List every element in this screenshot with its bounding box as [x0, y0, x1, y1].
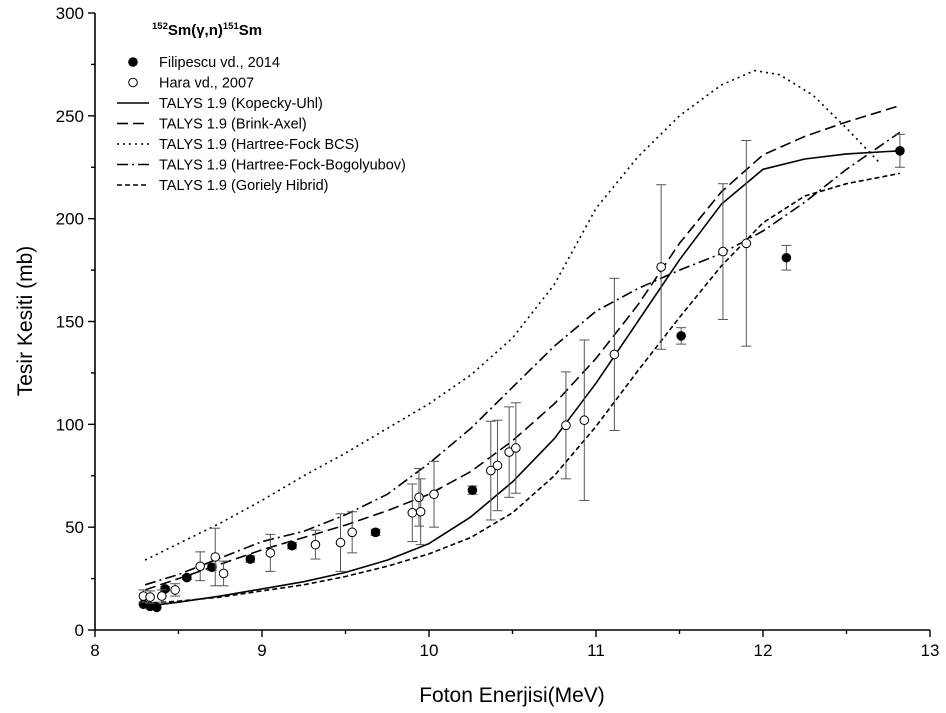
legend-entry: TALYS 1.9 (Brink-Axel): [117, 117, 307, 133]
hara-point: [145, 592, 155, 602]
hara-point: [218, 568, 229, 579]
hara-point: [347, 527, 357, 538]
legend-label: TALYS 1.9 (Kopecky-Uhl): [159, 96, 323, 112]
hara-point: [609, 349, 620, 360]
y-tick-label: 100: [56, 415, 84, 434]
legend-label: TALYS 1.9 (Brink-Axel): [159, 117, 307, 133]
model-curves: [144, 69, 901, 608]
series-line: [144, 69, 881, 561]
x-tick-label: 12: [754, 641, 773, 660]
filipescu-point: [207, 562, 217, 573]
x-tick-label: 10: [420, 641, 439, 660]
x-tick-label: 8: [90, 641, 99, 660]
legend: Filipescu vd., 2014 Hara vd., 2007 TALYS 1…: [117, 55, 406, 194]
legend-entry: TALYS 1.9 (Goriely Hibrid): [117, 178, 328, 194]
axes: 8 9 10 11 12 13 0 50 100 150 200 250 300: [56, 4, 940, 660]
filipescu-point: [182, 572, 192, 583]
hara-point: [429, 489, 439, 500]
legend-entry: Hara vd., 2007: [128, 76, 254, 92]
legend-label: Filipescu vd., 2014: [159, 55, 280, 71]
legend-entry: Filipescu vd., 2014: [128, 55, 280, 71]
hara-point: [656, 262, 666, 272]
reaction-title-text: Sm(γ,n): [168, 22, 223, 39]
legend-entry: TALYS 1.9 (Hartree-Fock-Bogolyubov): [117, 158, 406, 174]
hara-point: [511, 443, 521, 453]
hara-point: [492, 460, 503, 471]
legend-entry: TALYS 1.9 (Kopecky-Uhl): [117, 96, 323, 112]
data-points: [138, 133, 905, 613]
filipescu-point: [151, 602, 162, 613]
filipescu-point: [781, 252, 792, 263]
reaction-title-superscript: 151: [223, 21, 240, 32]
hara-point: [335, 537, 346, 548]
reaction-title-superscript: 152: [152, 21, 168, 32]
y-tick-label: 200: [56, 210, 84, 229]
x-tick-label: 13: [921, 641, 940, 660]
hara-point: [157, 591, 167, 601]
x-tick-label: 9: [257, 641, 266, 660]
legend-label: Hara vd., 2007: [159, 76, 254, 92]
y-tick-label: 0: [75, 621, 84, 640]
filipescu-point: [245, 554, 256, 564]
legend-marker: [128, 57, 138, 67]
hara-point: [579, 415, 590, 426]
hara-point: [414, 492, 424, 503]
legend-label: TALYS 1.9 (Hartree-Fock-Bogolyubov): [159, 158, 406, 174]
hara-point: [718, 246, 728, 257]
hara-point: [741, 238, 752, 249]
filipescu-point: [676, 331, 686, 341]
hara-point: [310, 539, 321, 550]
legend-entry: TALYS 1.9 (Hartree-Fock BCS): [117, 137, 359, 153]
legend-marker: [128, 77, 138, 88]
legend-label: TALYS 1.9 (Goriely Hibrid): [159, 178, 328, 194]
y-tick-label: 250: [56, 107, 84, 126]
filipescu-point: [370, 527, 381, 538]
reaction-title: 152Sm(γ,n)151Sm: [152, 21, 262, 39]
y-tick-label: 300: [56, 4, 84, 23]
filipescu-point: [467, 485, 478, 495]
filipescu-point: [895, 145, 905, 156]
hara-point: [195, 561, 206, 572]
hara-point: [485, 465, 496, 476]
x-tick-label: 11: [587, 641, 605, 660]
y-axis-title: Tesir Kesiti (mb): [14, 246, 37, 397]
hara-point: [265, 548, 276, 558]
series-line: [145, 150, 900, 608]
hara-point: [407, 507, 418, 518]
hara-point: [210, 552, 221, 562]
hara-point: [170, 585, 180, 595]
legend-label: TALYS 1.9 (Hartree-Fock BCS): [159, 137, 359, 153]
filipescu-point: [287, 540, 297, 551]
y-tick-label: 150: [56, 313, 84, 332]
reaction-title-text: Sm: [239, 22, 262, 39]
y-tick-label: 50: [65, 518, 84, 537]
hara-point: [561, 420, 571, 431]
series-line: [145, 172, 901, 605]
x-axis-title: Foton Enerjisi(MeV): [419, 684, 605, 707]
hara-point: [415, 506, 426, 517]
series-line: [144, 131, 901, 586]
